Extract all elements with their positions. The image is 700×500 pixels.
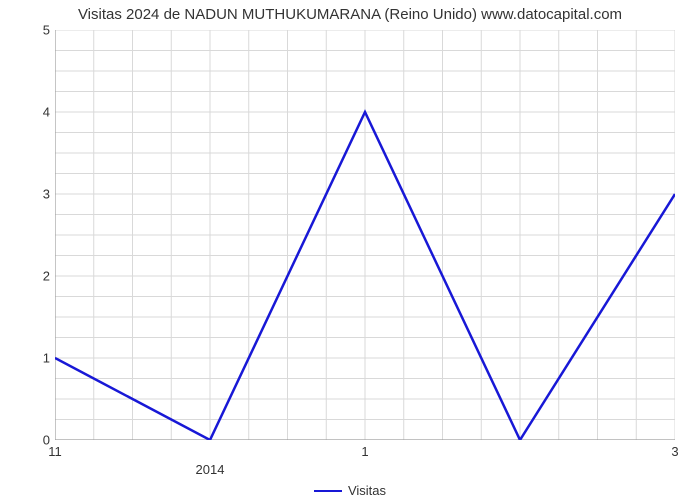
y-tick-label: 1	[10, 351, 50, 366]
y-tick-label: 5	[10, 23, 50, 38]
x-tick-label: 1	[361, 444, 368, 459]
legend-swatch	[314, 490, 342, 492]
y-tick-label: 2	[10, 269, 50, 284]
chart-title: Visitas 2024 de NADUN MUTHUKUMARANA (Rei…	[0, 6, 700, 23]
x-tick-label: 3	[671, 444, 678, 459]
y-tick-label: 3	[10, 187, 50, 202]
legend-text: Visitas	[348, 483, 386, 498]
x-tick-label: 11	[48, 444, 62, 459]
chart-plot	[55, 30, 675, 440]
y-tick-label: 0	[10, 433, 50, 448]
chart-legend: Visitas	[0, 482, 700, 498]
y-tick-label: 4	[10, 105, 50, 120]
x-axis-label: 2014	[196, 462, 225, 477]
